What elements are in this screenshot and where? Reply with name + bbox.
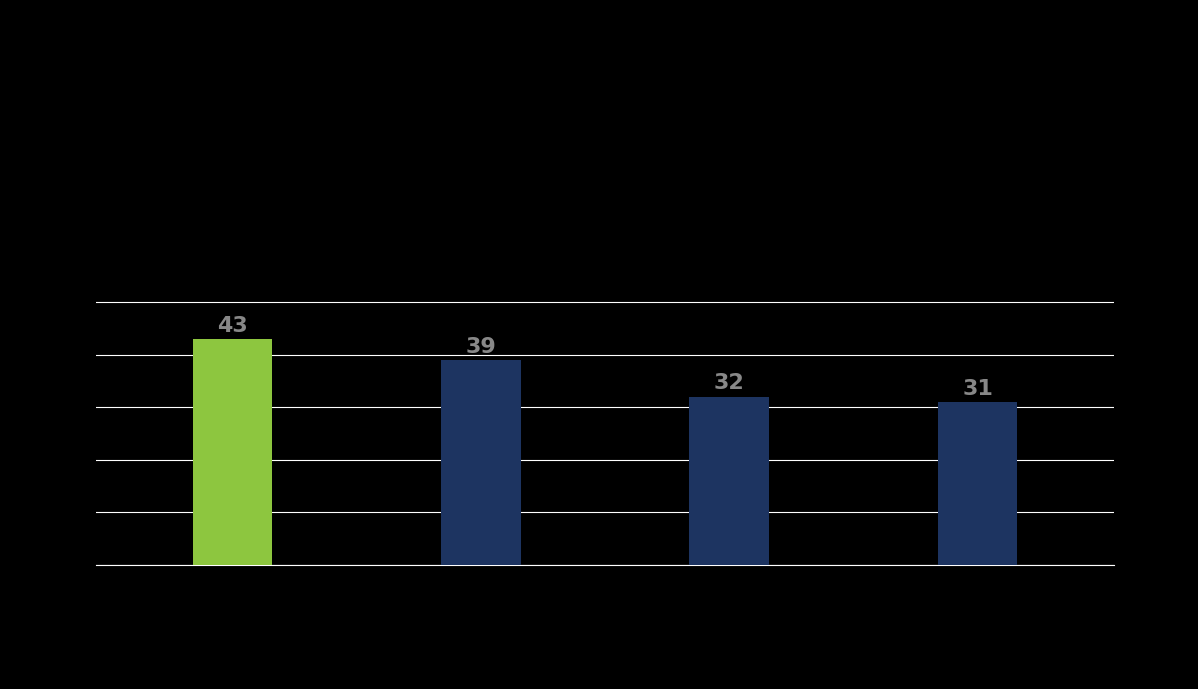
Bar [938,402,1017,565]
Bar [193,339,272,565]
Text: 31: 31 [962,379,993,399]
Bar [441,360,521,565]
Text: 43: 43 [217,316,248,336]
Bar [689,397,769,565]
Text: 39: 39 [466,337,496,357]
Text: 32: 32 [714,373,744,393]
